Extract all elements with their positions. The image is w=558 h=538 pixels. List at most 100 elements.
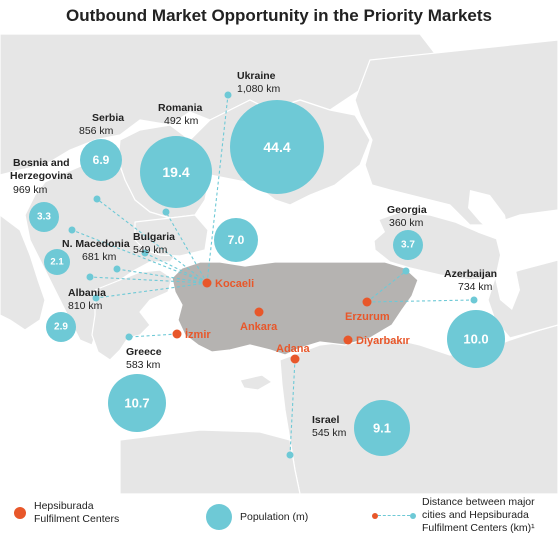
dot-greece <box>125 333 133 341</box>
label-georgia-name: Georgia <box>387 204 427 216</box>
legend: Hepsiburada Fulfilment Centers Populatio… <box>0 496 558 538</box>
label-georgia-distance: 360 km <box>389 217 424 229</box>
caspian-sea <box>468 190 520 310</box>
map-title: Outbound Market Opportunity in the Prior… <box>66 6 492 25</box>
label-ukraine-distance: 1,080 km <box>237 83 280 95</box>
label-azerbaijan-distance: 734 km <box>458 281 493 293</box>
legend-population-label: Population (m) <box>240 510 309 523</box>
center-izmir-dot <box>172 329 182 339</box>
map-area: 44.4 19.4 6.9 3.3 7.0 2.1 2.9 10.7 3.7 1… <box>0 34 558 494</box>
label-greece-distance: 583 km <box>126 359 161 371</box>
dot-georgia <box>402 267 410 275</box>
center-ankara-dot <box>254 307 264 317</box>
bubble-greece <box>108 374 166 432</box>
land-bulgaria <box>134 214 209 257</box>
label-albania-distance: 810 km <box>68 300 103 312</box>
connector-ukraine <box>206 94 229 284</box>
connector-bulgaria <box>144 252 208 284</box>
center-erzurum-label: Erzurum <box>345 311 390 323</box>
land-cyprus <box>239 374 273 391</box>
label-greece-name: Greece <box>126 346 162 358</box>
bubble-ukraine <box>230 100 324 194</box>
bubble-value-bosnia: 3.3 <box>37 212 51 223</box>
fulfilment-centers: Kocaeli İzmir Ankara Adana Erzurum Diyar… <box>172 278 411 364</box>
bubble-israel <box>354 400 410 456</box>
bubble-value-israel: 9.1 <box>373 421 391 436</box>
label-bosnia-name: Bosnia and Herzegovina <box>10 157 73 182</box>
label-serbia-name: Serbia <box>92 112 124 124</box>
connector-azerbaijan <box>366 299 475 303</box>
land-middle-east <box>279 324 558 494</box>
bubble-value-greece: 10.7 <box>124 396 149 411</box>
connector-bosnia <box>71 229 208 284</box>
legend-bubble-icon <box>206 504 232 530</box>
label-serbia-distance: 856 km <box>79 125 114 137</box>
label-bosnia-line2: Herzegovina <box>10 170 73 182</box>
bubble-value-bulgaria: 7.0 <box>228 233 245 247</box>
connector-macedonia-a <box>116 268 208 284</box>
bubble-serbia <box>80 139 122 181</box>
country-labels: Ukraine 1,080 km Romania 492 km Serbia 8… <box>10 70 497 439</box>
land-greece <box>91 269 173 361</box>
dot-bosnia <box>68 226 76 234</box>
bubble-value-azerbaijan: 10.0 <box>463 332 488 347</box>
dot-azerbaijan <box>470 296 478 304</box>
turkey-land <box>171 261 419 356</box>
label-romania-name: Romania <box>158 102 203 114</box>
dot-albania <box>92 294 100 302</box>
bubble-bulgaria <box>214 218 258 262</box>
bubble-value-georgia: 3.7 <box>401 240 415 251</box>
legend-centers: Hepsiburada Fulfilment Centers <box>14 500 119 526</box>
label-bulgaria-name: Bulgaria <box>133 231 175 243</box>
bubble-romania <box>140 136 212 208</box>
bubble-bosnia <box>29 202 59 232</box>
dot-serbia <box>93 195 101 203</box>
label-bosnia-distance: 969 km <box>13 184 48 196</box>
label-azerbaijan-name: Azerbaijan <box>444 268 497 280</box>
label-ukraine-name: Ukraine <box>237 70 276 82</box>
land-russia-east <box>354 39 558 226</box>
center-erzurum-dot <box>362 297 372 307</box>
label-romania-distance: 492 km <box>164 115 199 127</box>
legend-distance-label: Distance between major cities and Hepsib… <box>422 496 535 534</box>
connector-romania <box>165 211 208 284</box>
legend-distance: Distance between major cities and Hepsib… <box>372 496 535 535</box>
center-izmir-label: İzmir <box>185 328 211 341</box>
label-macedonia-name: N. Macedonia <box>62 238 130 250</box>
label-bosnia-line1: Bosnia and <box>13 157 70 169</box>
center-diyarbakir-label: Diyarbakır <box>356 335 411 347</box>
label-israel-distance: 545 km <box>312 427 347 439</box>
legend-connector-icon <box>372 510 416 522</box>
connector-georgia <box>366 270 407 303</box>
dot-ukraine <box>224 91 232 99</box>
connector-lines <box>71 94 475 456</box>
dot-macedonia-a <box>113 265 121 273</box>
destination-dots <box>68 91 478 459</box>
label-bulgaria-distance: 549 km <box>133 244 168 256</box>
legend-center-dot-icon <box>14 507 26 519</box>
bubble-value-albania: 2.9 <box>54 322 68 333</box>
legend-population: Population (m) <box>206 504 308 530</box>
dot-bulgaria <box>141 249 149 257</box>
bubble-macedonia <box>44 249 70 275</box>
dot-macedonia-b <box>86 273 94 281</box>
center-kocaeli-dot <box>202 278 212 288</box>
bubble-georgia <box>393 230 423 260</box>
connector-albania <box>95 282 208 299</box>
connector-serbia <box>96 198 208 284</box>
dot-romania <box>162 208 170 216</box>
center-ankara-label: Ankara <box>240 321 278 333</box>
bubble-value-macedonia: 2.1 <box>50 257 64 268</box>
connector-greece <box>128 333 178 338</box>
bubble-value-serbia: 6.9 <box>93 153 110 167</box>
center-adana-label: Adana <box>276 343 311 355</box>
label-macedonia-distance: 681 km <box>82 251 117 263</box>
dot-israel <box>286 451 294 459</box>
bubble-value-romania: 19.4 <box>162 164 189 180</box>
center-kocaeli-label: Kocaeli <box>215 278 254 290</box>
label-albania-name: Albania <box>68 287 106 299</box>
bubble-value-ukraine: 44.4 <box>263 139 290 155</box>
bubble-albania <box>46 312 76 342</box>
land-egypt <box>119 429 301 494</box>
legend-centers-label: Hepsiburada Fulfilment Centers <box>34 500 120 525</box>
